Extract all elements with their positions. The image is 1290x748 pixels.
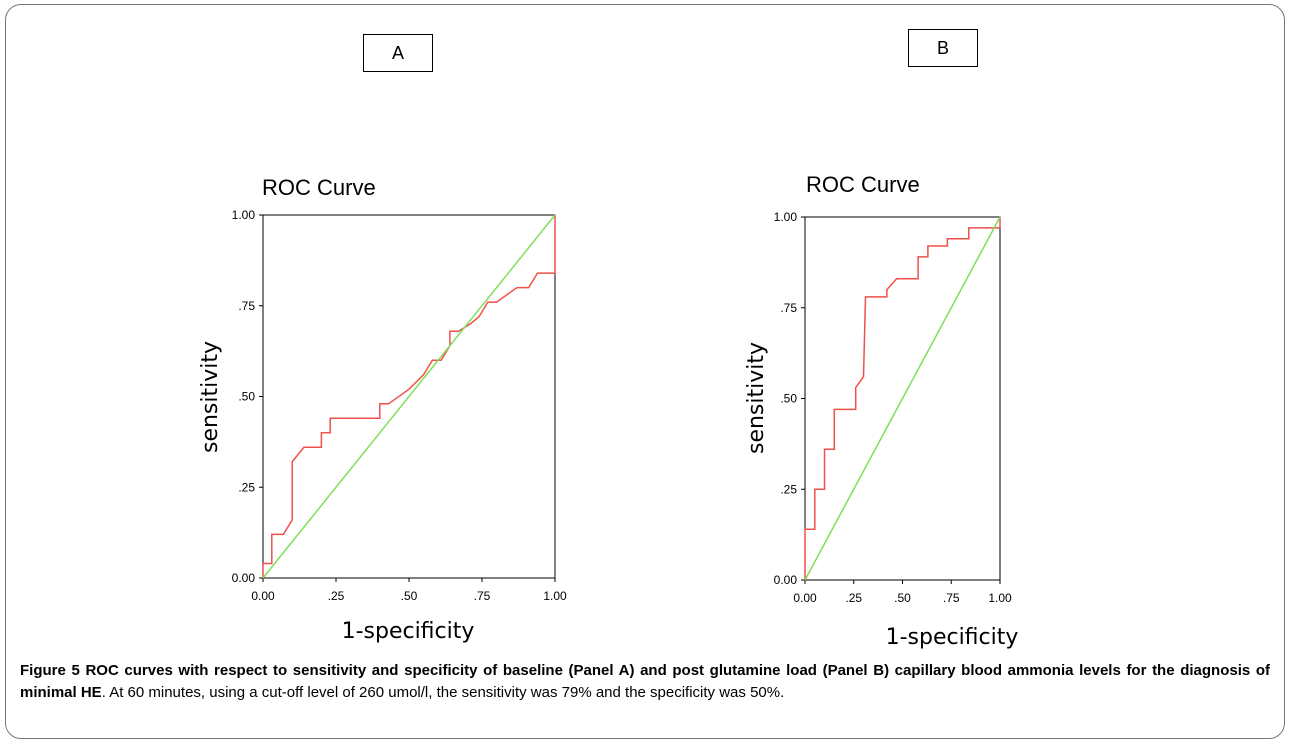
chart-b-x-tick-label: 1.00: [988, 591, 1012, 605]
chart-a-x-tick-label: 1.00: [543, 589, 567, 603]
chart-b-title: ROC Curve: [806, 172, 920, 197]
chart-b-y-tick-label: .50: [780, 392, 797, 406]
chart-b-x-tick-label: .50: [894, 591, 911, 605]
caption-normal-text: . At 60 minutes, using a cut-off level o…: [101, 684, 785, 701]
chart-a-y-tick-label: 1.00: [232, 208, 256, 222]
chart-a-reference-line: [262, 214, 556, 579]
chart-b-x-tick-label: .25: [845, 591, 862, 605]
chart-a-x-tick-label: .25: [328, 589, 345, 603]
chart-b-roc-line: [804, 217, 1001, 580]
chart-a-title: ROC Curve: [262, 175, 376, 200]
chart-a-y-axis-label: sensitivity: [198, 341, 223, 453]
chart-b-y-tick-label: 1.00: [774, 210, 798, 224]
chart-a-y-tick-label: 0.00: [232, 571, 256, 585]
chart-b-y-tick-label: 0.00: [774, 573, 798, 587]
chart-b-reference-line: [804, 216, 1001, 581]
chart-b-x-axis-label: 1-specificity: [886, 625, 1019, 650]
chart-a-x-axis-label: 1-specificity: [342, 619, 475, 644]
caption-bold-text: ROC curves with respect to sensitivity a…: [20, 662, 1270, 701]
chart-a-x-tick-label: 0.00: [251, 589, 275, 603]
chart-a-roc-line: [262, 215, 556, 578]
chart-a-x-tick-label: .75: [474, 589, 491, 603]
chart-b-y-axis-label: sensitivity: [744, 342, 769, 454]
panel-b-label: B: [908, 29, 978, 67]
panel-a-label: A: [363, 34, 433, 72]
chart-b-y-tick-label: .25: [780, 482, 797, 496]
chart-a-y-tick-label: .75: [238, 299, 255, 313]
chart-b-x-tick-label: 0.00: [793, 591, 817, 605]
figure-frame: [5, 4, 1285, 739]
chart-a-y-tick-label: .50: [238, 390, 255, 404]
figure-caption: Figure 5 ROC curves with respect to sens…: [20, 660, 1270, 704]
chart-a-x-tick-label: .50: [401, 589, 418, 603]
chart-b-y-tick-label: .75: [780, 301, 797, 315]
chart-b-x-tick-label: .75: [943, 591, 960, 605]
chart-a-y-tick-label: .25: [238, 480, 255, 494]
caption-figure-label: Figure 5: [20, 662, 80, 679]
